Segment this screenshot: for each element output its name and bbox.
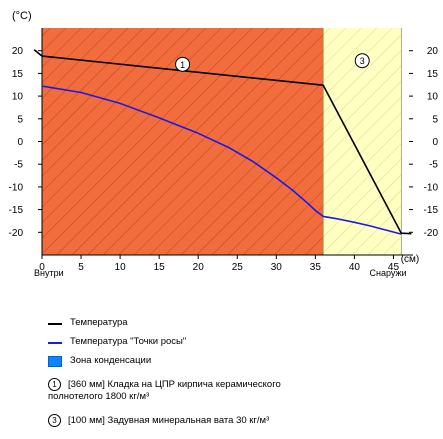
layer-3-text: [100 мм] Задувная минеральная вата 30 кг… [68, 415, 270, 426]
x-tick-label: 40 [349, 262, 361, 273]
dew-point-line [41, 85, 402, 235]
layer-1-text-line2: полнотелого 1800 кг/м³ [48, 391, 150, 402]
x-tick-label: 45 [388, 262, 400, 273]
x-label-inside: Внутри [34, 268, 64, 278]
x-tick-label: 30 [271, 262, 283, 273]
y-tick-label-right: 10 [427, 92, 439, 103]
y-tick-label-right: 15 [427, 69, 439, 80]
dew-point-line-swatch [48, 342, 62, 344]
layer-1-text-line1: [360 мм] Кладка на ЦПР кирпича керамичес… [68, 379, 281, 390]
legend-condensation-label: Зона конденсации [70, 355, 152, 366]
temperature-line-swatch [48, 323, 62, 325]
y-tick-label-left: -15 [9, 205, 24, 216]
y-tick-label-left: 0 [17, 137, 23, 148]
y-tick-label-left: 5 [17, 114, 23, 125]
legend-temperature-label: Температура [70, 317, 128, 328]
y-tick-label-right: -10 [424, 182, 439, 193]
x-label-outside: Снаружи [369, 268, 406, 278]
temperature-line [33, 49, 412, 235]
y-tick-label-left: 20 [12, 46, 24, 57]
y-tick-label-right: 20 [427, 46, 439, 57]
y-tick-label-left: 10 [12, 92, 24, 103]
y-tick-label-right: 0 [432, 137, 438, 148]
x-tick-label: 25 [232, 262, 244, 273]
y-unit-label: (°C) [12, 10, 32, 22]
y-tick-label-left: -5 [14, 160, 23, 171]
layer-3-marker-label: 3 [360, 56, 365, 66]
y-tick-label-right: 5 [432, 114, 438, 125]
chart: 1 3 0 5 10 15 20 25 30 35 40 45 20 20 15 15 10 10 5 5 0 0 -5 -… [9, 10, 439, 278]
layer-3-marker-icon: 3 [48, 414, 61, 427]
x-tick-label: 35 [310, 262, 322, 273]
x-tick-label: 10 [115, 262, 127, 273]
y-tick-label-left: 15 [12, 69, 24, 80]
layer-3-marker: 3 [354, 53, 370, 69]
y-tick-label-left: -10 [9, 182, 24, 193]
x-tick-label: 0 [39, 262, 45, 273]
condensation-zone-swatch [48, 356, 62, 367]
x-tick-label: 15 [154, 262, 166, 273]
legend: Температура Температура "Точки росы" Зон… [48, 315, 438, 435]
x-unit-label: (см) [401, 254, 420, 265]
layer-1-marker-label: 1 [180, 60, 185, 70]
layer-1-marker: 1 [175, 56, 191, 72]
y-tick-label-left: -20 [9, 228, 24, 239]
y-tick-label-right: -5 [429, 160, 438, 171]
x-tick-label: 20 [193, 262, 205, 273]
x-tick-label: 5 [78, 262, 84, 273]
y-tick-label-right: -20 [424, 228, 439, 239]
y-tick-label-right: -15 [424, 205, 439, 216]
layer-1-marker-icon: 1 [48, 378, 61, 391]
legend-dew-point-label: Температура "Точки росы" [70, 336, 187, 347]
